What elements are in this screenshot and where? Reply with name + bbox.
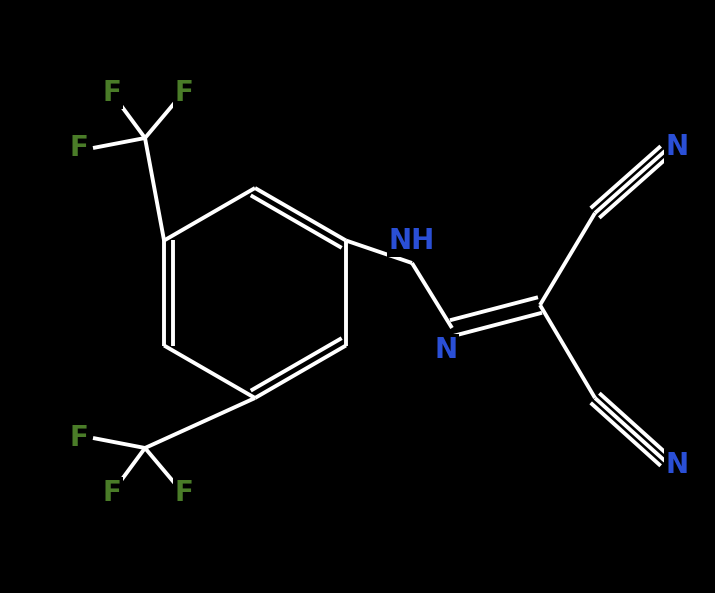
Text: F: F bbox=[174, 79, 194, 107]
Text: F: F bbox=[102, 479, 122, 507]
Text: F: F bbox=[174, 479, 194, 507]
Text: N: N bbox=[666, 451, 689, 479]
Text: F: F bbox=[102, 79, 122, 107]
Text: F: F bbox=[69, 134, 89, 162]
Text: N: N bbox=[666, 133, 689, 161]
Text: N: N bbox=[435, 336, 458, 364]
Text: NH: NH bbox=[389, 227, 435, 255]
Text: F: F bbox=[69, 424, 89, 452]
